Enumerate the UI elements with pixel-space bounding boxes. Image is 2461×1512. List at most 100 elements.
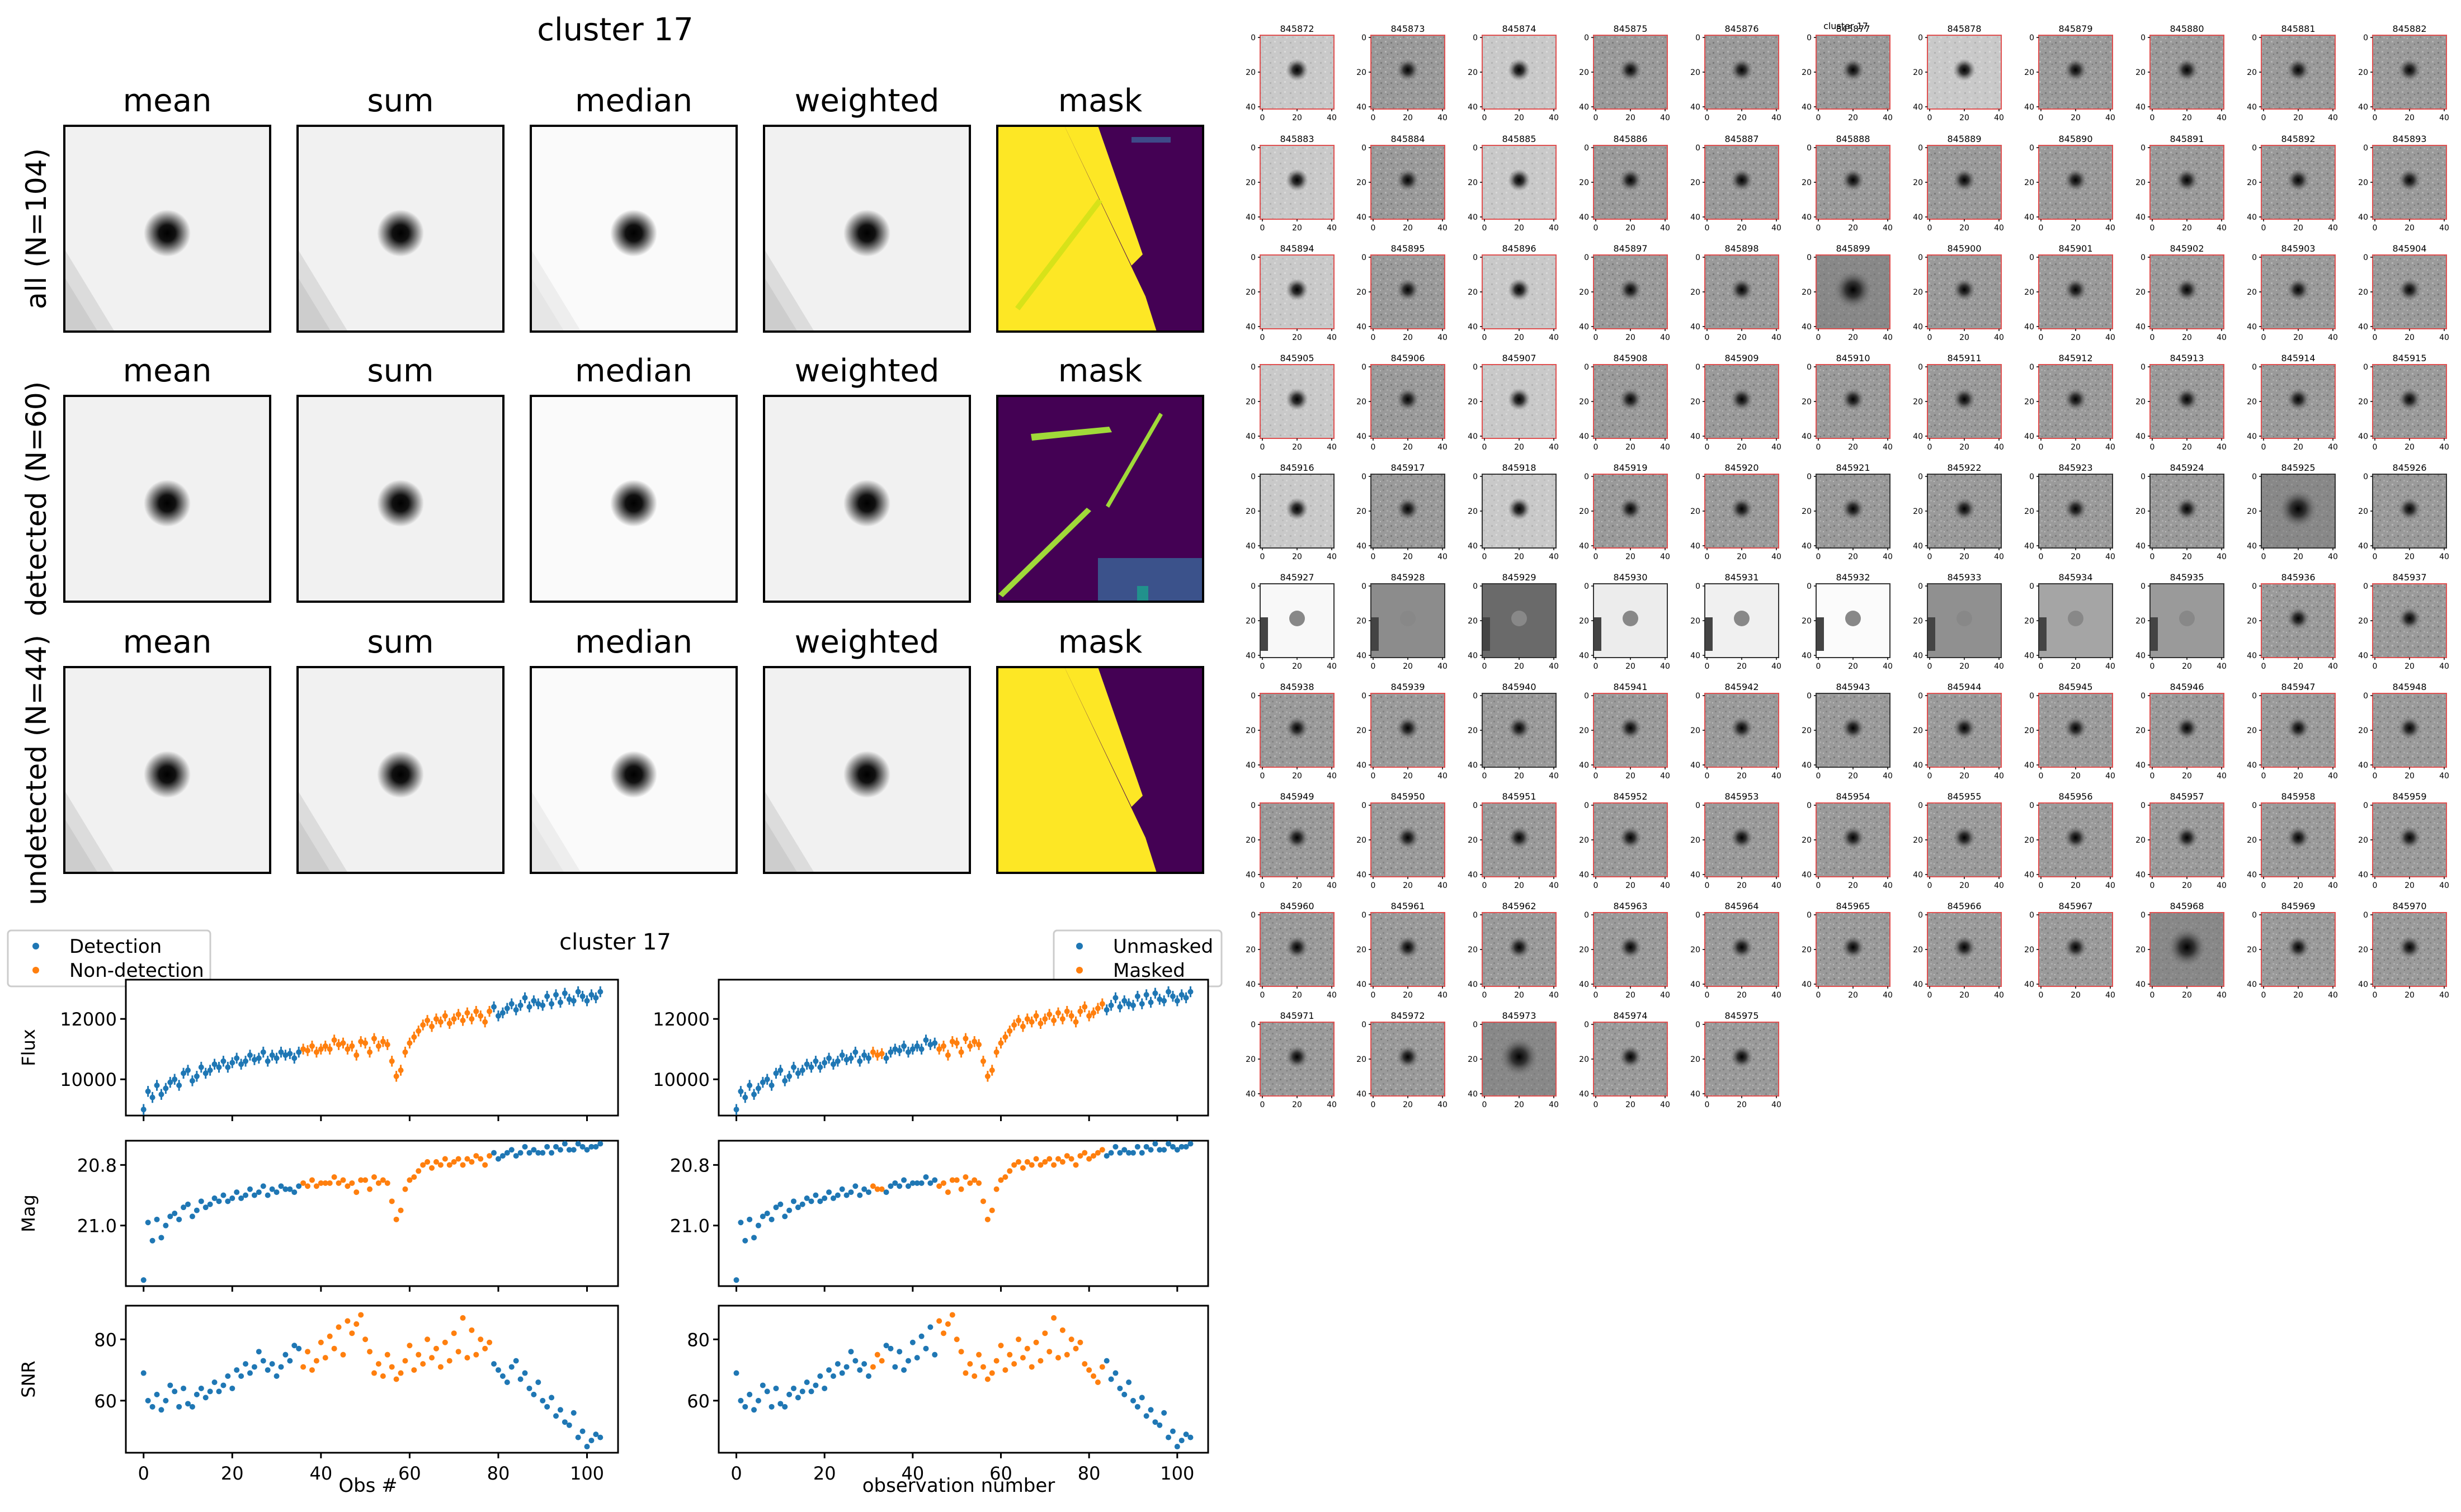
cutout-y-tick: 0 [1361, 1020, 1366, 1029]
data-point [411, 1174, 417, 1180]
data-point [149, 1404, 155, 1410]
cutout-y-tick: 40 [1690, 1090, 1700, 1099]
cutout-x-tick: 0 [1593, 114, 1599, 122]
data-point [773, 1204, 779, 1211]
data-point [861, 1186, 868, 1192]
cutout-x-tick: 0 [1816, 662, 1821, 671]
cutout-y-tick: 0 [2363, 144, 2368, 153]
cutout-y-tick: 20 [1246, 617, 1256, 626]
data-point [256, 1055, 262, 1061]
data-point [597, 989, 604, 995]
stack-image [763, 125, 971, 333]
data-point [1134, 1404, 1140, 1410]
data-point [1139, 1150, 1145, 1156]
data-point [1073, 1162, 1079, 1168]
data-point [1095, 1005, 1101, 1012]
cutout-y-tick: 20 [1468, 288, 1478, 297]
cutout-y-tick: 20 [1913, 507, 1923, 516]
data-point [941, 1043, 947, 1049]
cutout-id: 845927 [1280, 572, 1314, 583]
data-point [1055, 1355, 1061, 1361]
data-point [1161, 998, 1167, 1004]
data-point [1157, 996, 1163, 1003]
data-point [473, 1153, 479, 1159]
cutout-y-tick: 0 [1473, 582, 1478, 591]
data-point [1007, 1352, 1013, 1358]
cutout-x-tick: 20 [2071, 881, 2081, 890]
cutout-id: 845922 [1947, 462, 1981, 473]
data-point [1059, 1159, 1066, 1165]
cutout-id: 845909 [1724, 353, 1758, 363]
cutout-id: 845878 [1947, 23, 1981, 34]
data-point [914, 1180, 920, 1186]
data-point [1029, 1019, 1035, 1025]
data-point [799, 1201, 805, 1207]
data-point [1011, 1361, 1017, 1367]
data-point [455, 1349, 461, 1355]
cutout-id: 845908 [1613, 353, 1647, 363]
data-point [145, 1088, 151, 1094]
cutout-y-tick: 40 [1356, 103, 1366, 112]
cutout-y-tick: 40 [1802, 103, 1812, 112]
data-point [866, 1055, 872, 1061]
data-point [1002, 1367, 1008, 1373]
cutout-y-tick: 40 [2024, 323, 2034, 332]
cutout-y-tick: 0 [1918, 144, 1923, 153]
cutout-id: 845918 [1502, 462, 1536, 473]
cutout-x-tick: 0 [2039, 114, 2044, 122]
cutout-y-tick: 0 [2363, 692, 2368, 701]
cutout-x-tick: 40 [2328, 443, 2338, 452]
data-point [1055, 1010, 1061, 1016]
data-point [407, 1343, 413, 1349]
y-tick-label: 80 [94, 1329, 117, 1350]
cutout-x-tick: 40 [1660, 1100, 1670, 1109]
cutout-y-tick: 20 [1468, 178, 1478, 187]
data-point [883, 1343, 889, 1349]
data-point [958, 1186, 964, 1192]
cutout-y-tick: 40 [1468, 432, 1478, 441]
source-blob [2398, 826, 2421, 849]
cutout-x-tick: 0 [2373, 333, 2378, 342]
col-title: mask [1058, 353, 1143, 389]
cutout-x-tick: 0 [2039, 552, 2044, 561]
cutout-y-tick: 20 [1802, 398, 1812, 407]
data-point [322, 1180, 328, 1186]
data-point [375, 1361, 381, 1367]
cutout-x-tick: 0 [2261, 333, 2266, 342]
data-point [260, 1049, 266, 1055]
data-point [1143, 1413, 1149, 1419]
cutout-x-tick: 40 [1660, 333, 1670, 342]
y-tick-label: 12000 [60, 1009, 117, 1030]
cutout-x-tick: 40 [1437, 443, 1448, 452]
cutout-x-tick: 0 [1705, 662, 1710, 671]
cutout-x-tick: 40 [1437, 662, 1448, 671]
cutout-x-tick: 0 [1593, 991, 1599, 1000]
cutout-x-tick: 20 [2182, 114, 2192, 122]
stack-image [530, 666, 738, 874]
cutout-y-tick: 40 [1468, 103, 1478, 112]
data-point [517, 1150, 524, 1156]
data-point [491, 1150, 497, 1156]
cutout-x-tick: 20 [1292, 224, 1302, 233]
data-point [1112, 1144, 1119, 1150]
data-point [1148, 1147, 1154, 1153]
data-point [857, 1367, 863, 1373]
data-point [402, 1049, 408, 1055]
data-point [998, 1040, 1004, 1046]
data-point [265, 1058, 271, 1064]
cutout-y-tick: 0 [1695, 801, 1700, 810]
cutout-y-tick: 0 [2363, 911, 2368, 920]
cutout-x-tick: 0 [1371, 772, 1376, 781]
cutout-y-tick: 0 [1584, 472, 1589, 481]
data-point [932, 1177, 938, 1183]
